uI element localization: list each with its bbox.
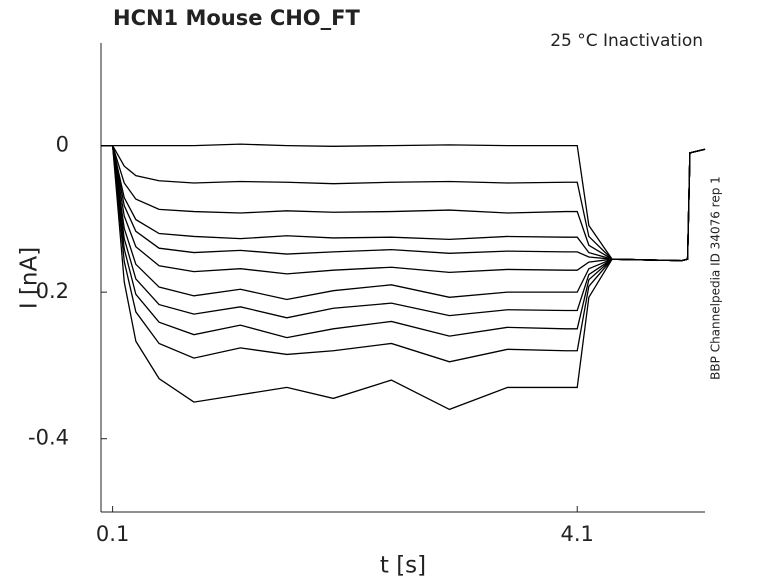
trace (101, 144, 706, 339)
trace (101, 144, 706, 262)
y-tick-label: -0.2 (28, 279, 69, 303)
trace (101, 144, 706, 275)
trace (101, 144, 706, 301)
trace (101, 144, 706, 411)
y-tick-label: -0.4 (28, 426, 69, 450)
trace (101, 144, 706, 262)
trace (101, 144, 706, 363)
side-label: BBP Channelpedia ID 34076 rep 1 (709, 176, 723, 380)
y-axis-label: I [nA] (17, 247, 43, 309)
trace (101, 144, 706, 262)
trace (101, 144, 706, 319)
annotation: 25 °C Inactivation (550, 31, 703, 51)
trace (101, 143, 706, 262)
trace (101, 144, 706, 262)
x-tick-label: 4.1 (561, 522, 594, 546)
y-tick-label: 0 (56, 133, 69, 157)
chart-title: HCN1 Mouse CHO_FT (113, 6, 360, 30)
x-axis-label: t [s] (380, 553, 426, 579)
x-tick-label: 0.1 (96, 522, 129, 546)
